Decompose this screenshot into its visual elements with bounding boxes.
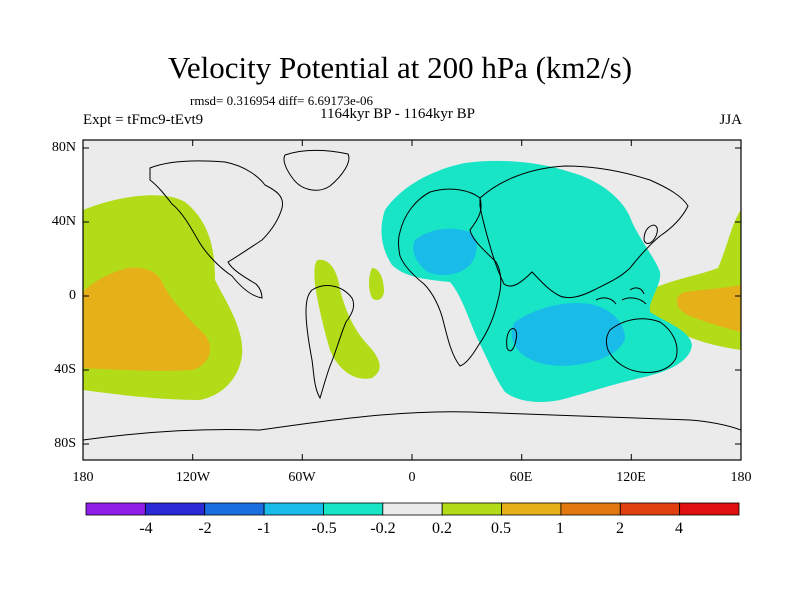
lon-label-0: 0 — [408, 470, 416, 485]
asia-coast — [479, 165, 689, 299]
season-label: JJA — [719, 112, 742, 128]
north-america-coast — [149, 160, 284, 299]
colorbar-label: -0.2 — [370, 520, 396, 537]
lat-label-80s: 80S — [54, 436, 76, 451]
colorbar-label: 0.2 — [432, 520, 452, 537]
colorbar-box — [679, 502, 740, 516]
coastlines — [83, 149, 741, 441]
antarctica-coast — [83, 411, 741, 441]
contour-westpacific-strong — [676, 285, 741, 332]
chart-title: Velocity Potential at 200 hPa (km2/s) — [167, 50, 633, 85]
madagascar-coast — [506, 327, 517, 352]
colorbar-label: -0.5 — [311, 520, 337, 537]
australia-coast — [605, 318, 678, 373]
europe-africa-coast — [398, 188, 502, 367]
colorbar-label: 2 — [616, 520, 624, 537]
lon-label-60w: 60W — [288, 470, 316, 485]
greenland-coast — [283, 149, 350, 191]
colorbar-label: -2 — [198, 520, 212, 537]
lon-label-180e: 180 — [730, 470, 752, 485]
colorbar-box — [382, 502, 443, 516]
colorbar — [85, 502, 740, 516]
japan-coast — [643, 224, 658, 244]
contour-pacific-strong — [83, 267, 211, 371]
colorbar-box — [323, 502, 384, 516]
lon-label-120w: 120W — [175, 470, 211, 485]
colorbar-box — [144, 502, 206, 516]
colorbar-box — [85, 502, 146, 516]
contour-northafrica-strong — [413, 228, 477, 276]
lon-label-180w: 180 — [72, 470, 94, 485]
contour-indianocean-strong — [511, 302, 625, 366]
south-america-coast — [305, 285, 355, 400]
lon-label-60e: 60E — [509, 470, 533, 485]
contour-southamerica-positive — [314, 259, 380, 379]
lat-label-80n: 80N — [51, 140, 76, 155]
colorbar-label: 0.5 — [491, 520, 511, 537]
lon-label-120e: 120E — [616, 470, 646, 485]
stats-label: rmsd= 0.316954 diff= 6.69173e-06 — [190, 93, 374, 108]
lat-label-40n: 40N — [51, 214, 76, 229]
colorbar-box — [619, 502, 681, 516]
contour-atlantic-positive — [369, 268, 384, 300]
maritime-continent-coast — [595, 287, 647, 305]
colorbar-box — [501, 502, 562, 516]
colorbar-label: -1 — [257, 520, 271, 537]
colorbar-box — [263, 502, 324, 516]
colorbar-box — [560, 502, 621, 516]
experiment-label: Expt = tFmc9-tEvt9 — [83, 112, 204, 128]
axis-ticks — [82, 140, 742, 460]
period-label: 1164kyr BP - 1164kyr BP — [320, 106, 476, 122]
lat-label-0: 0 — [69, 288, 76, 303]
colorbar-box — [204, 502, 265, 516]
colorbar-box — [441, 502, 502, 516]
colorbar-label: 1 — [556, 520, 564, 537]
colorbar-label: -4 — [139, 520, 153, 537]
lat-label-40s: 40S — [54, 362, 76, 377]
colorbar-label: 4 — [675, 520, 683, 537]
